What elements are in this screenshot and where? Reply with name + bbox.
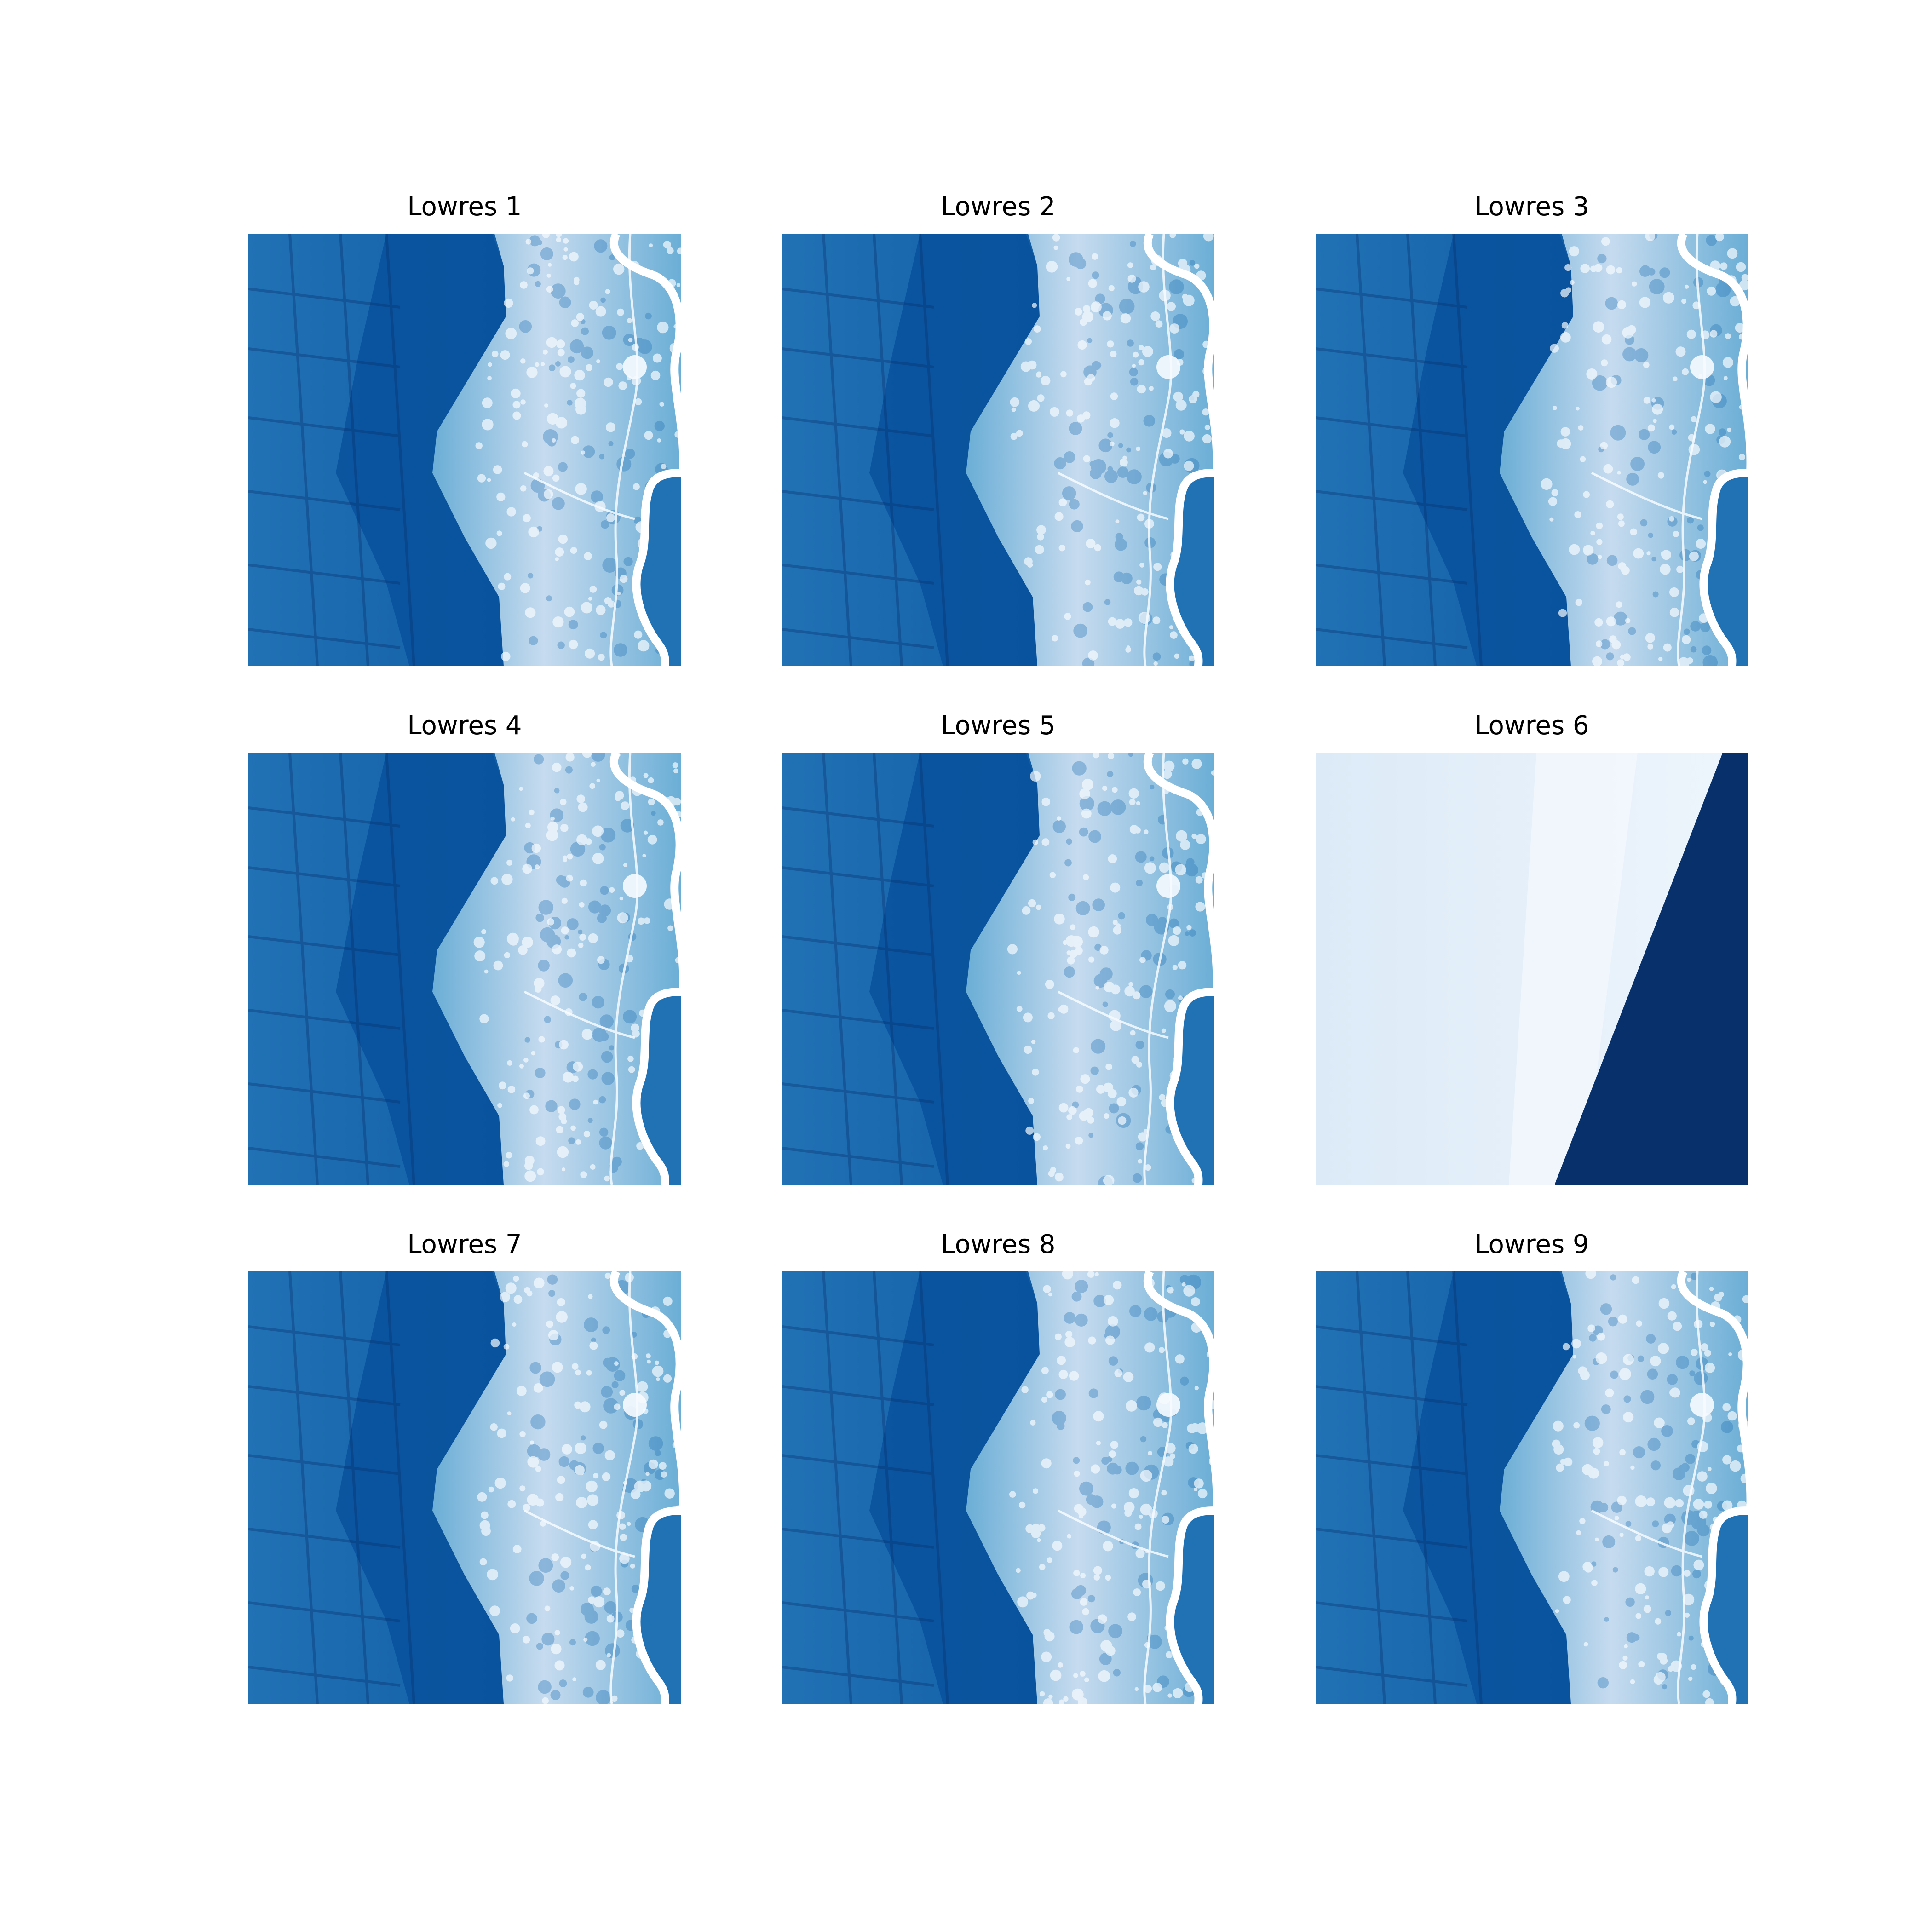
field-parcels bbox=[1316, 1271, 1483, 1704]
bright-spot bbox=[1156, 355, 1180, 379]
bright-spot bbox=[1690, 1393, 1714, 1417]
urban-region bbox=[966, 753, 1214, 1185]
field-parcels bbox=[782, 1271, 949, 1704]
field-parcels bbox=[782, 234, 949, 666]
bright-spot bbox=[1156, 1393, 1180, 1417]
road-lines bbox=[523, 1271, 639, 1704]
urban-region bbox=[1500, 234, 1748, 666]
panel-title: Lowres 5 bbox=[941, 711, 1056, 741]
river bbox=[1677, 234, 1748, 666]
road-lines bbox=[1057, 1271, 1173, 1704]
panel-title: Lowres 3 bbox=[1474, 192, 1589, 222]
bright-spot bbox=[623, 1393, 647, 1417]
dark-band bbox=[869, 1271, 1040, 1704]
field-parcels bbox=[1316, 234, 1483, 666]
road-lines bbox=[1591, 1271, 1706, 1704]
satellite-tile bbox=[248, 1271, 681, 1704]
dark-band bbox=[336, 753, 506, 1185]
river bbox=[1677, 1271, 1748, 1704]
satellite-tile bbox=[782, 753, 1214, 1185]
satellite-tile bbox=[248, 234, 681, 666]
river bbox=[610, 234, 681, 666]
river bbox=[610, 1271, 681, 1704]
faint-band bbox=[1509, 753, 1638, 1185]
river bbox=[1143, 234, 1214, 666]
field-parcels bbox=[248, 234, 415, 666]
road-lines bbox=[523, 234, 639, 666]
road-lines bbox=[523, 753, 639, 1185]
river bbox=[610, 753, 681, 1185]
dark-band bbox=[1403, 234, 1573, 666]
satellite-tile bbox=[1316, 1271, 1748, 1704]
river bbox=[1143, 753, 1214, 1185]
satellite-tile bbox=[1316, 753, 1748, 1185]
panel-title: Lowres 2 bbox=[941, 192, 1056, 222]
dark-band bbox=[1403, 1271, 1573, 1704]
urban-region bbox=[432, 1271, 681, 1704]
panel-title: Lowres 9 bbox=[1474, 1230, 1589, 1259]
field-parcels bbox=[248, 1271, 415, 1704]
dark-band bbox=[336, 1271, 506, 1704]
urban-region bbox=[432, 234, 681, 666]
no-data-wedge bbox=[1555, 753, 1748, 1185]
dark-band bbox=[869, 234, 1040, 666]
satellite-tile bbox=[1316, 234, 1748, 666]
panel-title: Lowres 6 bbox=[1474, 711, 1589, 741]
field-parcels bbox=[248, 753, 415, 1185]
satellite-tile bbox=[248, 753, 681, 1185]
satellite-tile bbox=[782, 234, 1214, 666]
dark-band bbox=[869, 753, 1040, 1185]
bright-spot bbox=[623, 874, 647, 898]
road-lines bbox=[1057, 234, 1173, 666]
road-lines bbox=[1057, 753, 1173, 1185]
panel-title: Lowres 8 bbox=[941, 1230, 1056, 1259]
urban-texture bbox=[1010, 234, 1214, 666]
panel-title: Lowres 7 bbox=[407, 1230, 522, 1259]
panel-title: Lowres 4 bbox=[407, 711, 522, 741]
satellite-tile bbox=[782, 1271, 1214, 1704]
road-lines bbox=[1591, 234, 1706, 666]
bright-spot bbox=[1156, 874, 1180, 898]
river bbox=[1143, 1271, 1214, 1704]
panel-title: Lowres 1 bbox=[407, 192, 522, 222]
dark-band bbox=[336, 234, 506, 666]
urban-region bbox=[432, 753, 681, 1185]
bright-spot bbox=[1690, 355, 1714, 379]
bright-spot bbox=[623, 355, 647, 379]
field-parcels bbox=[782, 753, 949, 1185]
